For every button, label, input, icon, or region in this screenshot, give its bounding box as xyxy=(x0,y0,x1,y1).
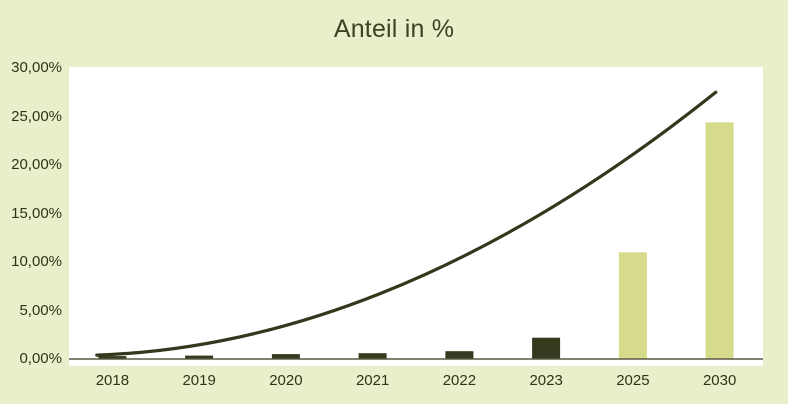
y-tick-label-25: 25,00% xyxy=(11,107,62,125)
y-tick-label-15: 15,00% xyxy=(11,204,62,222)
y-tick-label-30: 30,00% xyxy=(11,59,62,76)
bar-2020 xyxy=(271,354,300,359)
x-tick-label-2025: 2025 xyxy=(616,372,650,389)
bar-2022 xyxy=(445,351,474,359)
bar-2025 xyxy=(618,252,647,359)
plot-area xyxy=(69,67,763,366)
chart-title: Anteil in % xyxy=(333,15,455,43)
x-tick-label-2020: 2020 xyxy=(269,372,303,389)
bar-2030 xyxy=(705,122,734,359)
bar-2019 xyxy=(185,355,214,359)
chart-svg xyxy=(69,90,763,360)
bar-2021 xyxy=(358,353,387,359)
x-tick-label-2022: 2022 xyxy=(442,372,477,389)
x-tick-label-2030: 2030 xyxy=(702,372,737,389)
y-tick-label-5: 5,00% xyxy=(19,301,62,319)
y-tick-label-20: 20,00% xyxy=(11,156,62,173)
bar-2018 xyxy=(98,356,127,359)
x-tick-label-2023: 2023 xyxy=(529,372,563,389)
trendline xyxy=(95,90,718,357)
bar-2023 xyxy=(532,337,561,359)
x-tick-label-2021: 2021 xyxy=(355,372,390,389)
x-tick-label-2018: 2018 xyxy=(95,372,130,389)
x-tick-label-2019: 2019 xyxy=(182,372,216,389)
y-tick-label-0: 0,00% xyxy=(19,350,62,367)
y-tick-label-10: 10,00% xyxy=(11,253,62,270)
